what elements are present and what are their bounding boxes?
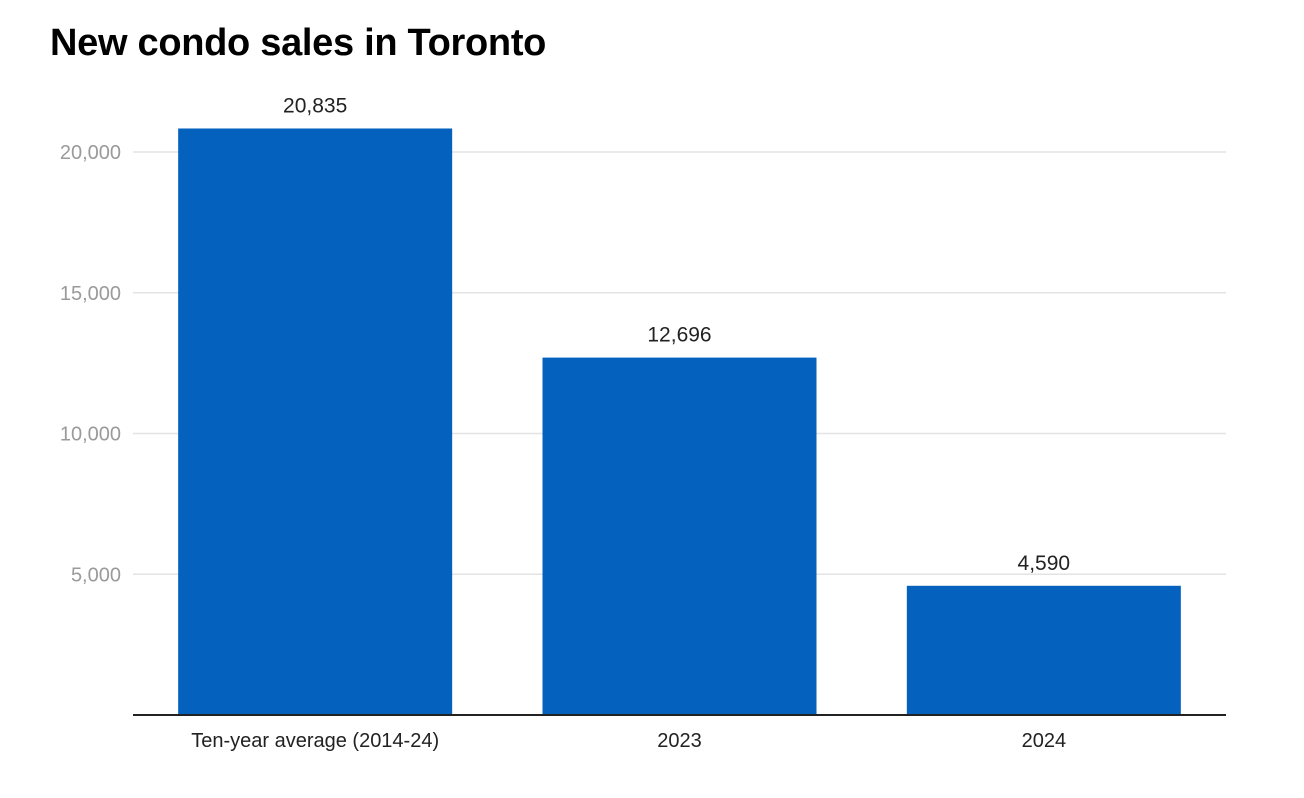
bar (906, 585, 1181, 715)
bar-value-label: 12,696 (647, 324, 711, 347)
value-labels: 20,835 12,696 4,590 (283, 94, 1070, 574)
bar-value-label: 20,835 (283, 94, 347, 117)
bar (542, 357, 817, 715)
category-label: Ten-year average (2014-24) (191, 730, 439, 752)
y-tick-label: 20,000 (60, 142, 121, 164)
category-label: 2023 (657, 730, 702, 752)
y-tick-label: 15,000 (60, 283, 121, 305)
bar (178, 128, 453, 715)
bar-value-label: 4,590 (1018, 552, 1071, 575)
chart-title: New condo sales in Toronto (50, 22, 547, 64)
category-label: 2024 (1022, 730, 1067, 752)
category-labels: Ten-year average (2014-24) 2023 2024 (191, 730, 1066, 752)
y-tick-labels: 5,000 10,000 15,000 20,000 (60, 142, 121, 586)
y-tick-label: 10,000 (60, 424, 121, 446)
y-tick-label: 5,000 (71, 564, 121, 586)
bars (178, 128, 1181, 715)
